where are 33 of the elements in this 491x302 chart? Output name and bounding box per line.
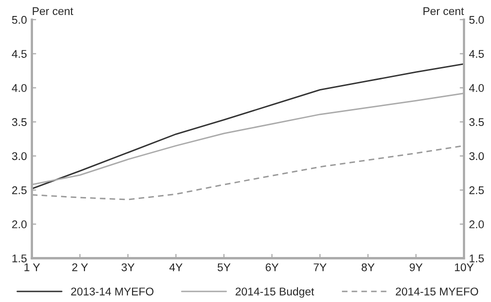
y-tick-label: 3.0: [12, 152, 27, 160]
y2-axis-title: Per cent: [424, 7, 464, 16]
y2-tick-label: 3.0: [469, 152, 484, 160]
x-tick-label: 9Y: [410, 263, 423, 272]
y2-tick-label: 2.0: [469, 220, 484, 228]
y2-tick-label: 4.0: [469, 84, 484, 92]
line-series: [32, 63, 464, 190]
y-tick-label: 4.5: [12, 50, 27, 58]
legend-label: 2014-15 MYEFO: [396, 288, 478, 296]
x-tick-label: 3Y: [122, 263, 134, 272]
y2-tick-label: 3.5: [469, 118, 484, 126]
x-tick-label: 2 Y: [72, 263, 88, 272]
y-tick-label: 2.5: [12, 186, 27, 194]
x-tick-label: 5Y: [218, 263, 230, 272]
x-tick-label: 4Y: [169, 263, 182, 272]
x-tick-label: 1 Y: [24, 263, 40, 272]
y2-tick-label: 1.5: [470, 254, 484, 262]
y2-tick-label: 4.5: [469, 50, 484, 58]
y2-tick-label: 2.5: [469, 186, 484, 194]
y2-tick-label: 5.0: [469, 16, 484, 24]
legend-label: 2014-15 Budget: [236, 287, 314, 298]
y-axis-title: Per cent: [32, 7, 74, 16]
line-series: [32, 145, 464, 200]
y-tick-label: 1.5: [12, 254, 27, 262]
x-tick-label: 10Y: [454, 263, 474, 272]
x-tick-label: 8Y: [362, 263, 375, 272]
x-tick-label: 7Y: [314, 263, 327, 272]
legend-label: 2013-14 MYEFO: [71, 288, 154, 296]
y-tick-label: 3.5: [12, 118, 27, 126]
y-tick-label: 2.0: [12, 220, 27, 228]
y-tick-label: 4.0: [12, 84, 27, 92]
x-tick-label: 6Y: [266, 263, 279, 272]
y-tick-label: 5.0: [12, 16, 27, 24]
